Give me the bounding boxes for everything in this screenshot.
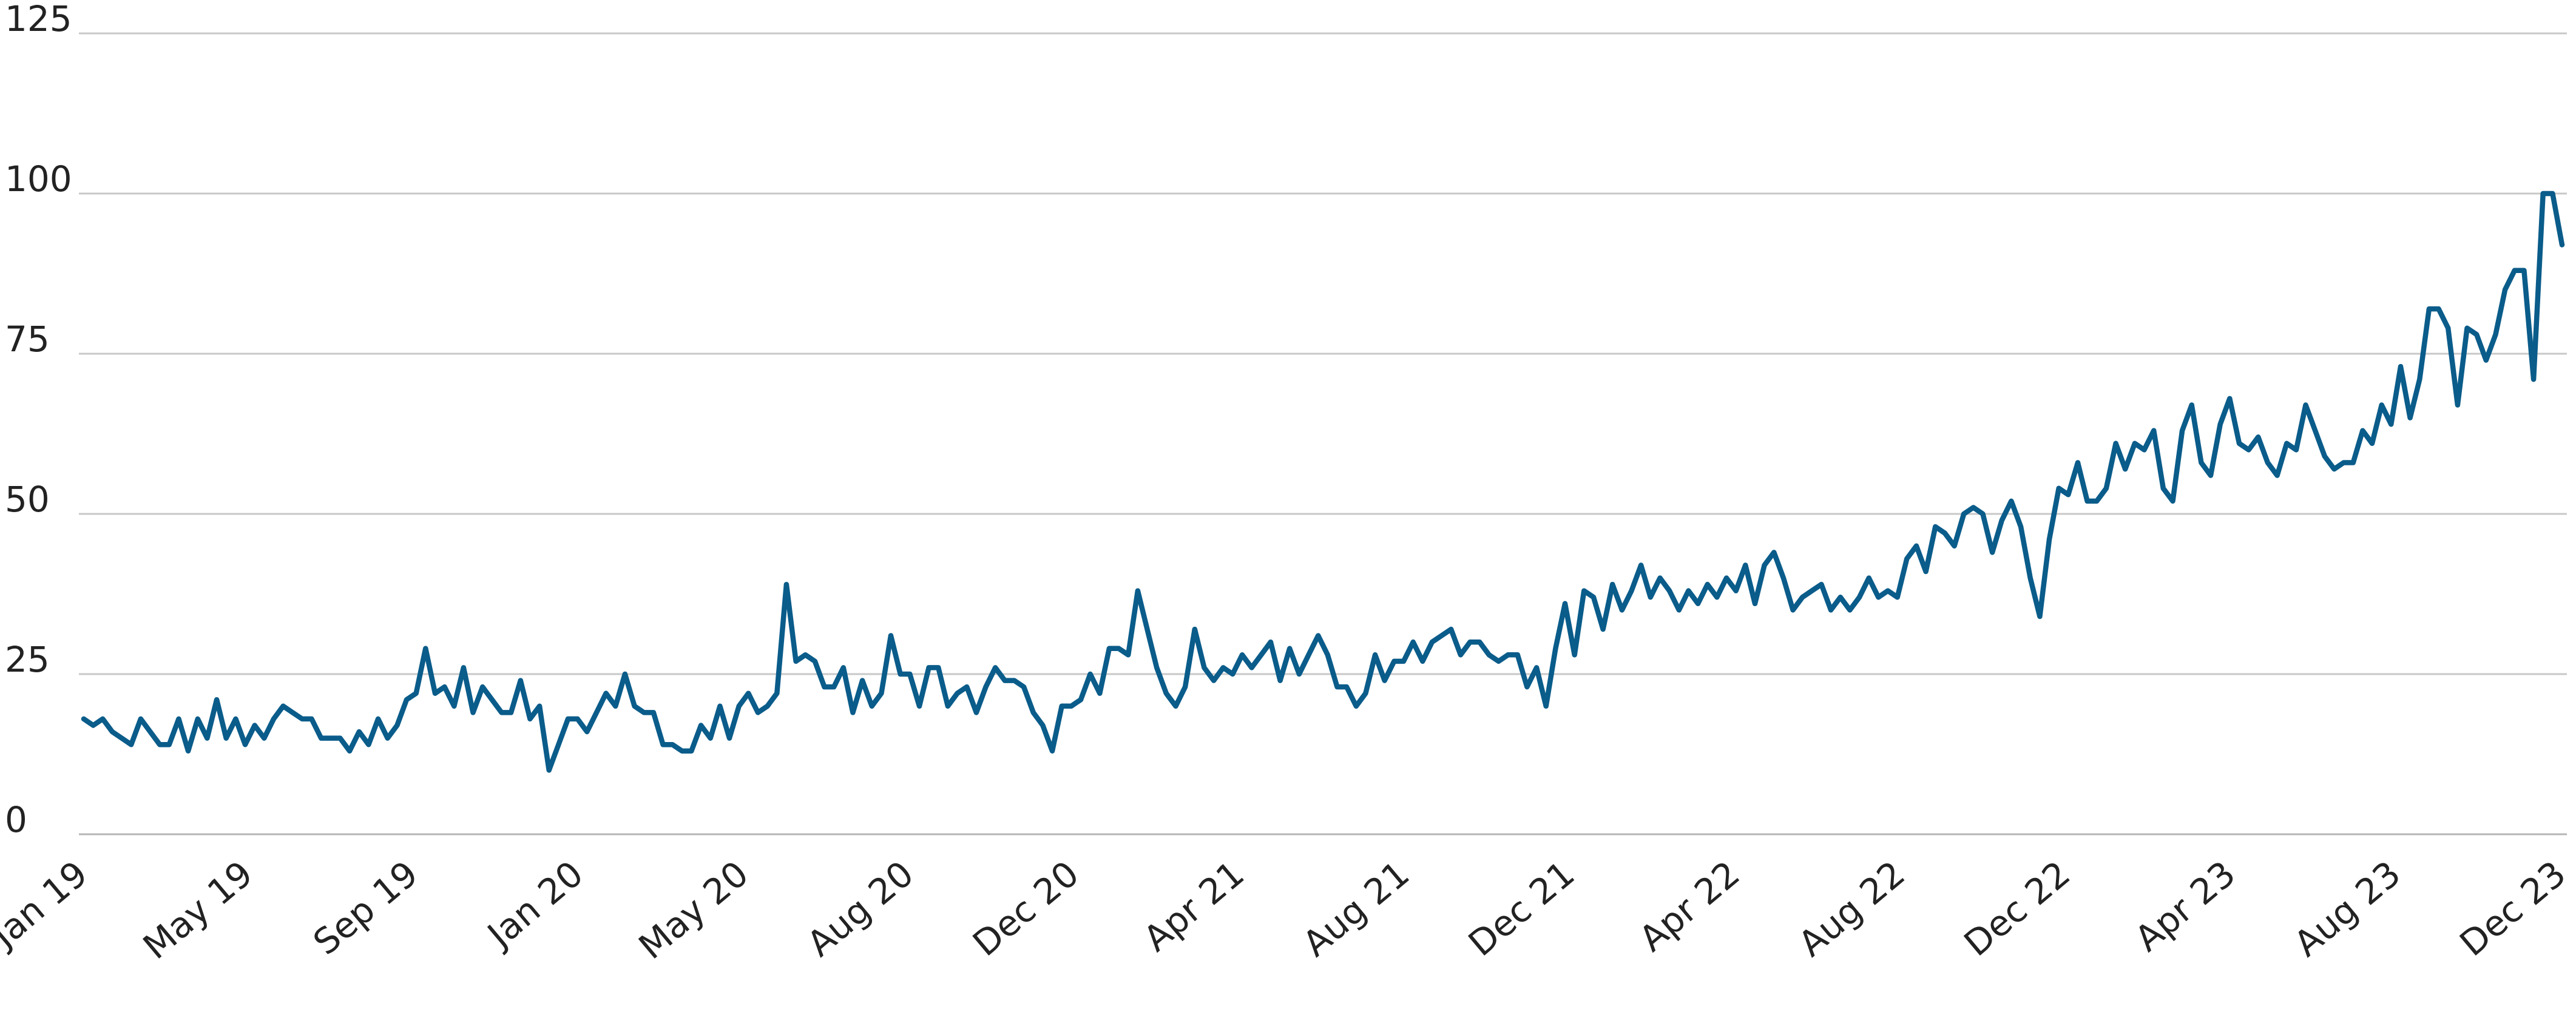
x-tick-label: May 19	[135, 853, 260, 967]
x-tick-label: Apr 23	[2127, 853, 2243, 960]
y-axis-ticks: 0 25 50 75 100 125	[5, 0, 72, 840]
x-axis-ticks: Jan 19 May 19 Sep 19 Jan 20 May 20 Aug 20 Dec …	[0, 853, 2574, 967]
y-tick-label: 75	[5, 319, 50, 360]
x-tick-label: Apr 21	[1136, 853, 1252, 960]
gridlines	[79, 32, 2567, 835]
x-tick-label: Dec 21	[1461, 853, 1582, 965]
series-line	[81, 191, 2565, 773]
x-tick-label: Sep 19	[305, 853, 425, 963]
y-tick-label: 25	[5, 639, 50, 680]
y-tick-label: 100	[5, 158, 72, 200]
y-tick-label: 125	[5, 0, 72, 39]
x-tick-label: May 20	[631, 853, 756, 967]
series-group	[81, 191, 2565, 773]
x-tick-label: Jan 20	[479, 853, 591, 957]
x-tick-label: Aug 20	[799, 853, 921, 965]
y-tick-label: 0	[5, 799, 27, 840]
x-tick-label: Aug 21	[1295, 853, 1417, 965]
x-tick-label: Dec 22	[1956, 853, 2078, 965]
x-tick-label: Jan 19	[0, 853, 95, 957]
x-tick-label: Dec 23	[2452, 853, 2574, 965]
x-tick-label: Dec 20	[965, 853, 1086, 965]
x-tick-label: Aug 22	[1791, 853, 1913, 965]
x-tick-label: Apr 22	[1631, 853, 1747, 960]
x-tick-label: Aug 23	[2287, 853, 2409, 965]
y-tick-label: 50	[5, 479, 50, 520]
